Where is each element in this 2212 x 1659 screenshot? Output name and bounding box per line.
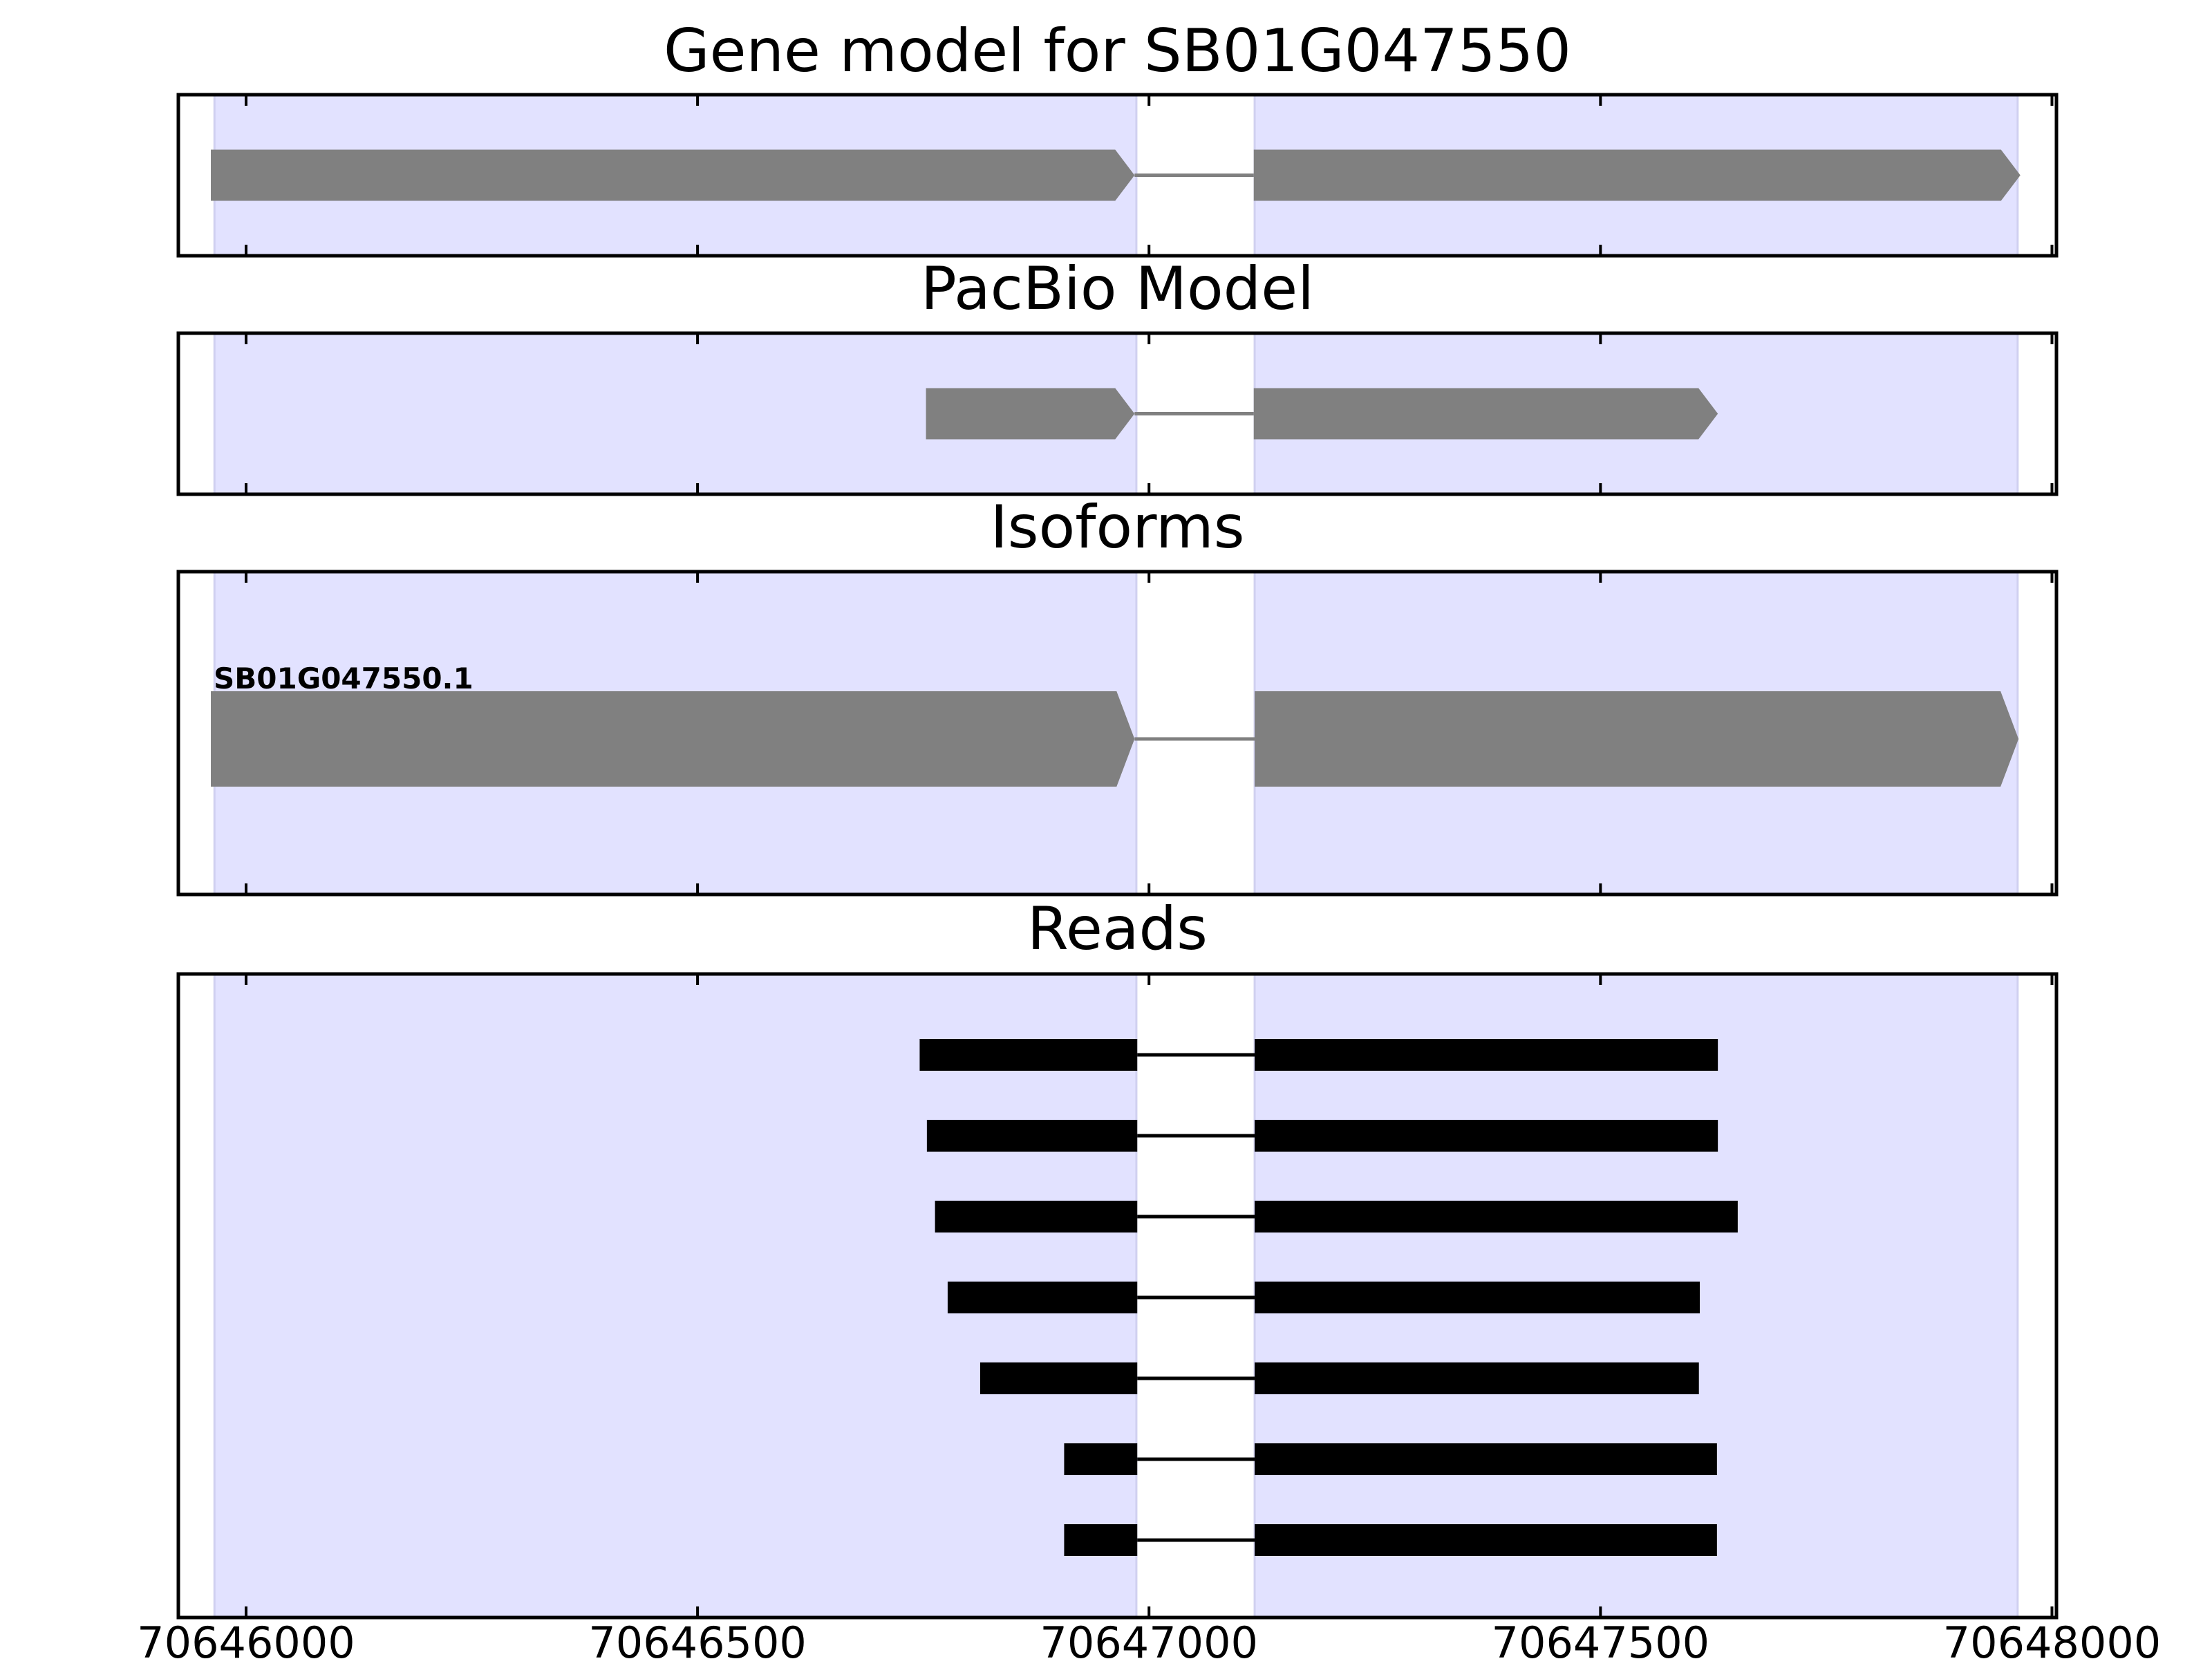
exon-arrow-block [1255,691,2019,787]
read-exon-block [947,1282,1138,1313]
read-exon-block [1255,1201,1738,1232]
read-exon-block [1255,1039,1718,1071]
panel-title: Isoforms [990,493,1244,562]
x-tick-label: 70647000 [1040,1618,1258,1659]
x-tick-label: 70646500 [588,1618,807,1659]
panel-title: Gene model for SB01G047550 [664,17,1571,86]
panel-title: Reads [1027,894,1208,964]
axes-frame [176,972,2059,1620]
panel-title: PacBio Model [921,254,1314,324]
exon-arrow-block [926,388,1135,440]
read-exon-block [919,1039,1138,1071]
read-exon-block [1255,1362,1699,1394]
exon-arrow-block [1253,149,2021,201]
read-exon-block [1255,1120,1718,1152]
read-exon-block [1255,1282,1700,1313]
read-exon-block [1064,1443,1138,1475]
read-exon-block [1064,1524,1138,1556]
panel-gene-model: Gene model for SB01G047550 [176,17,2059,258]
panel-pacbio-model: PacBio Model [176,254,2059,496]
panel-isoforms: SB01G047550.1 Isoforms [176,493,2059,897]
x-tick-label: 70646000 [137,1618,355,1659]
read-exon-block [935,1201,1138,1232]
x-tick-label: 70648000 [1943,1618,2162,1659]
exon-arrow-block [1253,388,1718,440]
read-exon-block [926,1120,1138,1152]
axes-frame [176,93,2059,258]
exon-arrow-block [211,149,1135,201]
axes-frame [176,331,2059,496]
read-exon-block [980,1362,1138,1394]
read-exon-block [1255,1443,1717,1475]
isoform-label: SB01G047550.1 [214,662,474,695]
x-tick-label: 70647500 [1492,1618,1710,1659]
panel-reads: Reads [176,894,2059,1620]
axes-frame [176,570,2059,897]
read-exon-block [1255,1524,1717,1556]
exon-arrow-block [211,691,1135,787]
